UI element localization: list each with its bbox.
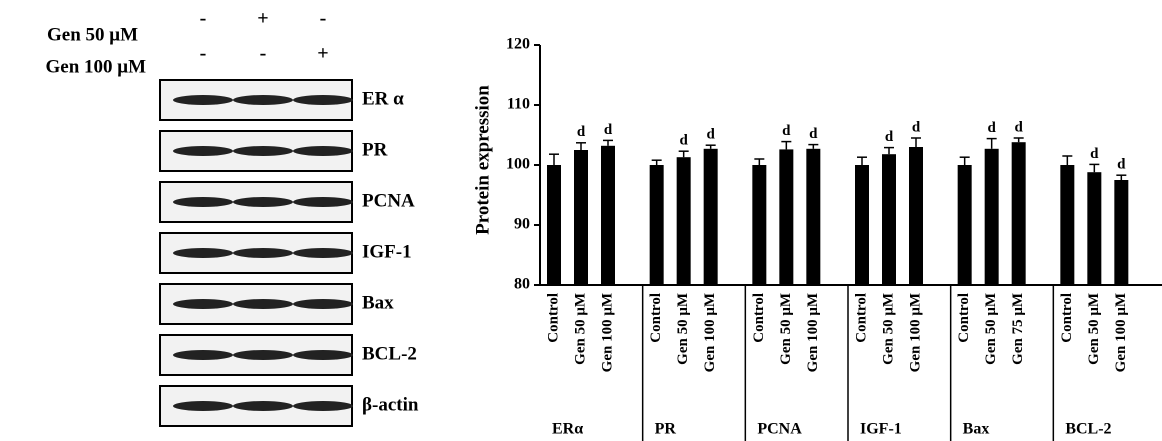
protein-label: β-actin — [362, 394, 419, 415]
bar — [752, 165, 766, 285]
group-label: PR — [655, 421, 677, 438]
significance-label: d — [1117, 157, 1126, 173]
blot-band — [173, 350, 233, 360]
x-tick-label: Gen 100 μM — [1113, 293, 1129, 372]
bar — [704, 149, 718, 285]
significance-label: d — [577, 124, 586, 140]
x-tick-label: Gen 75 μM — [1010, 293, 1026, 365]
protein-label: PR — [362, 139, 388, 160]
treatment-label: Gen 100 μM — [46, 56, 147, 77]
x-tick-label: Control — [853, 293, 869, 343]
blot-band — [293, 248, 353, 258]
bar — [909, 147, 923, 285]
blot-band — [233, 350, 293, 360]
treatment-sign: + — [257, 8, 268, 30]
bar — [1060, 165, 1074, 285]
treatment-sign: + — [317, 43, 328, 65]
blot-band — [293, 401, 353, 411]
y-axis-label: Protein expression — [472, 85, 493, 235]
bar — [574, 150, 588, 285]
group-label: ERα — [552, 421, 583, 438]
group-label: Bax — [963, 421, 990, 438]
x-tick-label: Gen 50 μM — [1086, 293, 1102, 365]
x-tick-label: Control — [1059, 293, 1075, 343]
treatment-sign: - — [200, 43, 207, 65]
significance-label: d — [706, 127, 715, 143]
treatment-label: Gen 50 μM — [47, 24, 138, 45]
blot-band — [173, 248, 233, 258]
x-tick-label: Control — [545, 293, 561, 343]
bar — [806, 149, 820, 285]
bar — [601, 146, 615, 285]
significance-label: d — [809, 126, 818, 142]
x-tick-label: Control — [648, 293, 664, 343]
blot-band — [233, 299, 293, 309]
bar — [1012, 142, 1026, 285]
y-tick-label: 80 — [514, 276, 530, 293]
y-tick-label: 100 — [506, 156, 530, 173]
bar — [985, 149, 999, 285]
significance-label: d — [1014, 119, 1023, 135]
bar — [677, 157, 691, 285]
blot-band — [233, 95, 293, 105]
protein-label: ER α — [362, 88, 404, 109]
significance-label: d — [885, 129, 894, 145]
bar — [882, 154, 896, 285]
blot-band — [233, 248, 293, 258]
group-label: IGF-1 — [860, 421, 902, 438]
blot-band — [293, 146, 353, 156]
blot-band — [173, 299, 233, 309]
blot-band — [173, 95, 233, 105]
blot-band — [293, 299, 353, 309]
bar — [958, 165, 972, 285]
significance-label: d — [679, 133, 688, 149]
blot-band — [173, 146, 233, 156]
group-label: PCNA — [757, 421, 802, 438]
y-tick-label: 110 — [507, 96, 530, 113]
bar — [547, 165, 561, 285]
x-tick-label: Gen 50 μM — [880, 293, 896, 365]
treatment-sign: - — [260, 43, 267, 65]
blot-band — [233, 146, 293, 156]
blot-band — [173, 197, 233, 207]
significance-label: d — [912, 119, 921, 135]
significance-label: d — [1090, 146, 1099, 162]
x-tick-label: Gen 100 μM — [907, 293, 923, 372]
significance-label: d — [604, 122, 613, 138]
y-tick-label: 120 — [506, 36, 530, 53]
protein-label: IGF-1 — [362, 241, 412, 262]
blot-band — [293, 197, 353, 207]
significance-label: d — [987, 120, 996, 136]
x-tick-label: Gen 50 μM — [675, 293, 691, 365]
protein-label: BCL-2 — [362, 343, 417, 364]
blot-band — [173, 401, 233, 411]
bar — [1114, 180, 1128, 285]
blot-band — [233, 401, 293, 411]
blot-band — [233, 197, 293, 207]
x-tick-label: Gen 50 μM — [983, 293, 999, 365]
blot-band — [293, 95, 353, 105]
treatment-sign: - — [200, 8, 207, 30]
treatment-sign: - — [320, 8, 327, 30]
x-tick-label: Gen 50 μM — [572, 293, 588, 365]
bar — [779, 149, 793, 285]
x-tick-label: Gen 100 μM — [599, 293, 615, 372]
x-tick-label: Control — [956, 293, 972, 343]
group-label: BCL-2 — [1065, 421, 1111, 438]
bar — [1087, 172, 1101, 285]
blot-band — [293, 350, 353, 360]
bar — [855, 165, 869, 285]
figure: Gen 50 μM - + - Gen 100 μM - - + ER α PR PCNA IGF-1… — [0, 0, 1162, 441]
significance-label: d — [782, 123, 791, 139]
bar — [650, 165, 664, 285]
protein-label: PCNA — [362, 190, 415, 211]
x-tick-label: Gen 100 μM — [702, 293, 718, 372]
x-tick-label: Control — [751, 293, 767, 343]
x-tick-label: Gen 50 μM — [778, 293, 794, 365]
protein-label: Bax — [362, 292, 394, 313]
y-tick-label: 90 — [514, 216, 530, 233]
x-tick-label: Gen 100 μM — [805, 293, 821, 372]
